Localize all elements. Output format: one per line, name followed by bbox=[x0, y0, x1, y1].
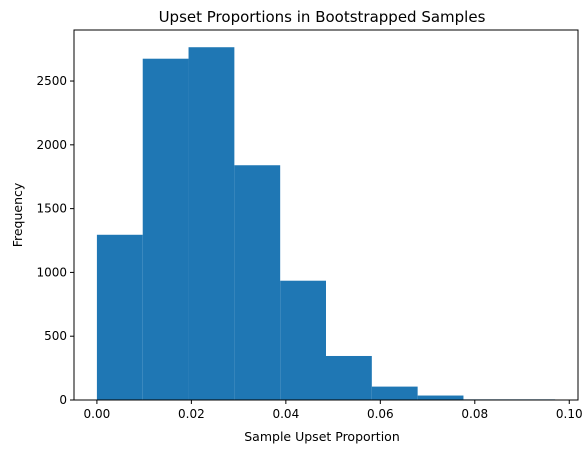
y-tick-label: 1000 bbox=[36, 265, 67, 279]
y-tick-label: 0 bbox=[59, 393, 67, 407]
x-tick-label: 0.02 bbox=[178, 407, 205, 421]
x-tick-label: 0.08 bbox=[461, 407, 488, 421]
histogram-bar-0 bbox=[96, 234, 143, 400]
x-tick-label: 0.04 bbox=[272, 407, 299, 421]
y-tick-label: 1500 bbox=[36, 202, 67, 216]
histogram-bar-7 bbox=[417, 395, 464, 400]
x-tick-label: 0.10 bbox=[556, 407, 583, 421]
histogram-bar-2 bbox=[188, 47, 235, 401]
x-axis-label: Sample Upset Proportion bbox=[244, 429, 400, 444]
y-axis-label: Frequency bbox=[10, 182, 25, 247]
bars-group bbox=[96, 47, 556, 401]
x-tick-label: 0.00 bbox=[84, 407, 111, 421]
plot-frame bbox=[73, 29, 579, 401]
y-tick-label: 2000 bbox=[36, 138, 67, 152]
y-tick-label: 500 bbox=[44, 329, 67, 343]
x-axis-ticks: 0.00 0.02 0.04 0.06 0.08 0.10 bbox=[84, 400, 583, 421]
y-axis-ticks: 0 500 1000 1500 2000 2500 bbox=[36, 74, 74, 407]
histogram-bar-1 bbox=[142, 58, 189, 400]
chart-title: Upset Proportions in Bootstrapped Sample… bbox=[159, 8, 486, 26]
histogram-bar-5 bbox=[326, 355, 372, 400]
x-tick-label: 0.06 bbox=[367, 407, 394, 421]
histogram-bar-6 bbox=[371, 386, 418, 400]
y-tick-label: 2500 bbox=[36, 74, 67, 88]
histogram-bar-4 bbox=[280, 280, 326, 400]
histogram-bar-3 bbox=[234, 165, 281, 400]
